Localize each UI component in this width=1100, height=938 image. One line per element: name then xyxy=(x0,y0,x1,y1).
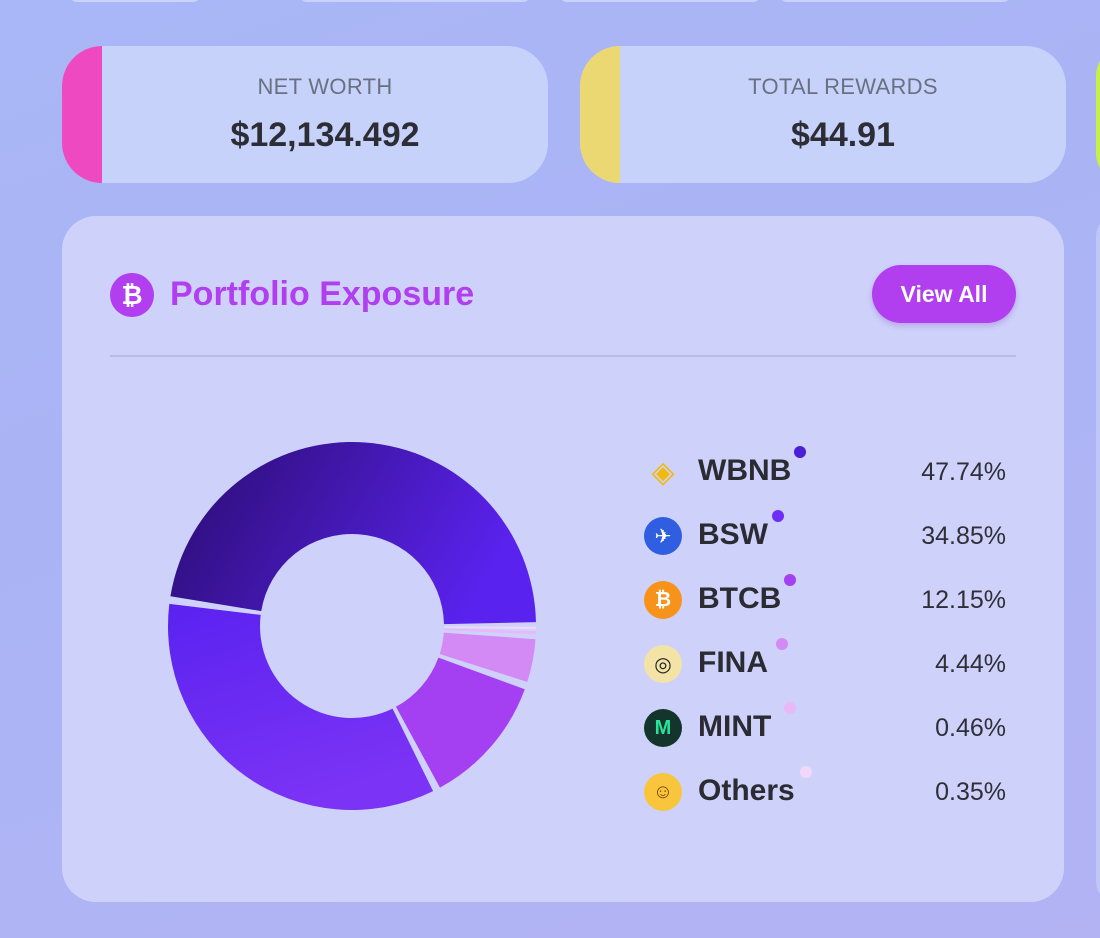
total-rewards-card: TOTAL REWARDS $44.91 xyxy=(580,46,1066,183)
legend-item-btcb[interactable]: ₿ BTCB 12.15% xyxy=(644,564,1006,628)
legend-percent: 0.46% xyxy=(935,714,1006,742)
legend-item-bsw[interactable]: ✈ BSW 34.85% xyxy=(644,500,1006,564)
fina-icon: ◎ xyxy=(644,645,682,683)
top-card-edge xyxy=(560,0,760,2)
bnb-icon: ◈ xyxy=(651,455,675,489)
legend-item-others[interactable]: ☺ Others 0.35% xyxy=(644,756,1006,820)
legend-percent: 34.85% xyxy=(921,522,1006,550)
legend-color-dot xyxy=(772,510,784,522)
mint-icon: M xyxy=(644,709,682,747)
legend-percent: 12.15% xyxy=(921,586,1006,614)
donut-slice-wbnb[interactable] xyxy=(170,441,536,625)
top-card-edge xyxy=(70,0,200,2)
legend-color-dot xyxy=(784,574,796,586)
donut-slice-bsw[interactable] xyxy=(168,603,434,810)
legend-name: BSW xyxy=(698,518,768,551)
bitcoin-icon: ₿ xyxy=(644,581,682,619)
legend-name: WBNB xyxy=(698,454,792,487)
legend-color-dot xyxy=(794,446,806,458)
portfolio-exposure-panel: ₿ Portfolio Exposure View All ◈ WBNB 47.74… xyxy=(62,216,1064,902)
header-divider xyxy=(110,355,1016,357)
top-card-edge xyxy=(780,0,1010,2)
partial-stat-card xyxy=(1096,46,1100,183)
total-rewards-accent-bar xyxy=(580,46,620,183)
thinking-face-icon: ☺ xyxy=(644,773,682,811)
partial-panel xyxy=(1096,216,1100,902)
legend-name: BTCB xyxy=(698,582,782,615)
total-rewards-value: $44.91 xyxy=(791,116,895,154)
legend-color-dot xyxy=(800,766,812,778)
net-worth-label: NET WORTH xyxy=(257,74,393,99)
legend-item-mint[interactable]: M MINT 0.46% xyxy=(644,692,1006,756)
net-worth-card: NET WORTH $12,134.492 xyxy=(62,46,548,183)
bitcoin-icon: ₿ xyxy=(110,273,154,317)
total-rewards-label: TOTAL REWARDS xyxy=(748,74,938,99)
exposure-donut-chart xyxy=(168,441,536,810)
net-worth-accent-bar xyxy=(62,46,102,183)
legend-name: MINT xyxy=(698,710,772,743)
legend-percent: 47.74% xyxy=(921,458,1006,486)
view-all-button[interactable]: View All xyxy=(872,265,1016,323)
biswap-icon: ✈ xyxy=(644,517,682,555)
legend-name: FINA xyxy=(698,646,768,679)
top-card-edge xyxy=(300,0,530,2)
donut-slice-mint[interactable] xyxy=(443,628,536,635)
legend-percent: 0.35% xyxy=(935,778,1006,806)
legend-item-wbnb[interactable]: ◈ WBNB 47.74% xyxy=(644,436,1006,500)
exposure-legend: ◈ WBNB 47.74% ✈ BSW 34.85% ₿ BTCB 12.15% ◎ FINA 4.4… xyxy=(644,436,1006,820)
donut-slice-btcb[interactable] xyxy=(395,657,525,788)
panel-title: Portfolio Exposure xyxy=(170,275,475,313)
legend-color-dot xyxy=(784,702,796,714)
net-worth-value: $12,134.492 xyxy=(230,116,420,154)
legend-name: Others xyxy=(698,774,795,807)
donut-slice-fina[interactable] xyxy=(439,632,536,682)
legend-percent: 4.44% xyxy=(935,650,1006,678)
donut-slice-others[interactable] xyxy=(443,626,536,630)
legend-color-dot xyxy=(776,638,788,650)
legend-item-fina[interactable]: ◎ FINA 4.44% xyxy=(644,628,1006,692)
